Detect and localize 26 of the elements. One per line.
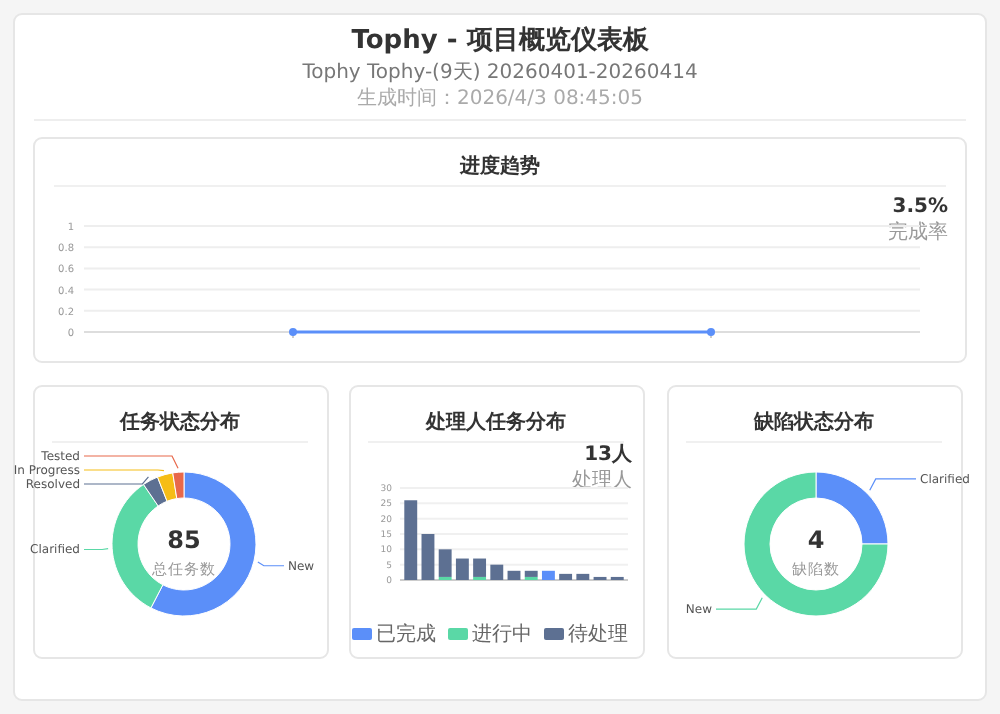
chart-title: 任务状态分布	[118, 410, 240, 434]
text: Tophy - 项目概览仪表板	[351, 26, 651, 56]
bar	[404, 500, 418, 580]
bar	[490, 564, 504, 580]
text: 13人	[584, 442, 634, 466]
bar	[576, 573, 590, 580]
legend-label: 进行中	[472, 622, 532, 646]
text: 3.5%	[892, 196, 948, 218]
text: 生成时间：2026/4/3 08:45:05	[356, 86, 644, 110]
chart-title: 进度趋势	[458, 154, 540, 178]
chart-title: 处理人任务分布	[424, 410, 566, 434]
donut-slice	[743, 471, 889, 617]
bar	[541, 570, 555, 580]
bar	[524, 570, 538, 577]
bar	[421, 534, 435, 580]
text: 85	[167, 526, 201, 554]
bar	[438, 549, 452, 577]
bar	[559, 573, 573, 580]
bar	[507, 570, 521, 580]
bar	[455, 558, 469, 580]
bar	[473, 558, 487, 577]
legend-label: 待处理	[568, 622, 628, 646]
chart-title: 缺陷状态分布	[752, 410, 874, 434]
text: 4	[807, 526, 825, 554]
legend-label: 已完成	[376, 622, 436, 646]
text: Tophy Tophy-(9天) 20260401-20260414	[300, 62, 698, 84]
